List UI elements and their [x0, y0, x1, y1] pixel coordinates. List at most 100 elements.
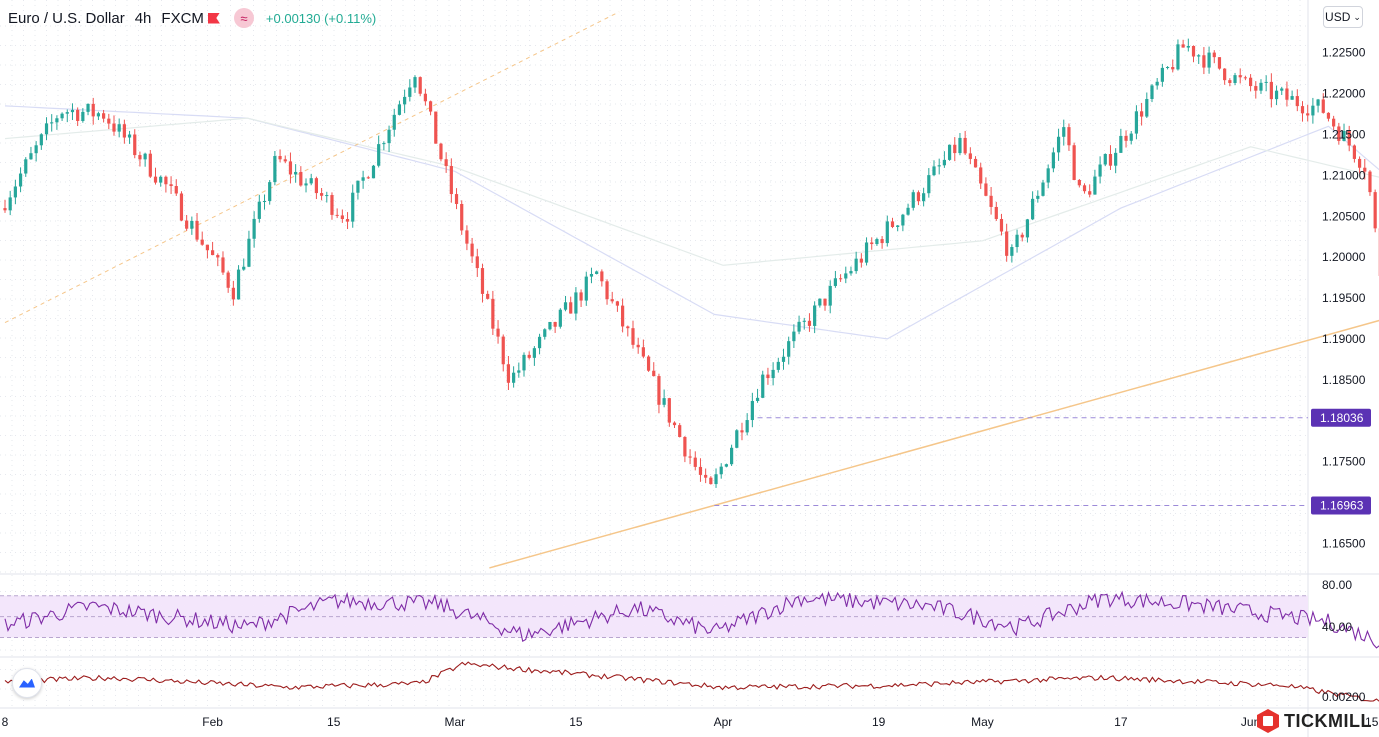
candle-body [1155, 81, 1159, 86]
candle-body [439, 143, 443, 160]
candle-body [563, 302, 568, 310]
candle-body [823, 298, 827, 306]
candle-body [1010, 247, 1014, 256]
candle-body [454, 194, 459, 204]
candle-body [999, 218, 1004, 232]
candle-body [387, 129, 391, 144]
candle-body [527, 354, 531, 358]
candle-body [678, 425, 682, 437]
candle-body [1171, 67, 1175, 70]
price-change: +0.00130 (+0.11%) [265, 10, 377, 26]
candle-body [885, 221, 889, 244]
y-tick-label: 1.19500 [1322, 291, 1366, 305]
candle-body [1197, 55, 1201, 57]
trendline[interactable] [489, 200, 1379, 569]
candle-body [428, 101, 433, 112]
candle-body [1285, 88, 1289, 100]
candle-body [1223, 68, 1227, 81]
candle-body [989, 195, 993, 207]
candle-body [200, 239, 204, 245]
candle-body [958, 137, 962, 154]
candle-body [491, 298, 495, 329]
candle-body [672, 422, 677, 426]
candle-body [252, 218, 256, 239]
candle-body [854, 258, 858, 272]
candle-body [1295, 96, 1299, 107]
candle-body [377, 144, 381, 166]
candle-body [994, 206, 998, 219]
red-flag-icon[interactable] [207, 12, 220, 24]
candle-body [813, 305, 817, 326]
currency-button[interactable]: USD ⌄ [1323, 6, 1363, 28]
y-tick-label: 1.16500 [1322, 536, 1366, 550]
candle-body [932, 166, 936, 176]
candle-body [1274, 90, 1279, 100]
candle-body [704, 474, 708, 478]
candle-body [325, 195, 329, 197]
candle-body [849, 271, 853, 274]
candle-body [221, 257, 225, 273]
wave-icon[interactable]: ≈ [233, 8, 254, 28]
candle-body [1108, 154, 1113, 166]
candle-body [257, 201, 261, 219]
candle-body [1300, 106, 1305, 114]
logo-text: TICKMILL [1284, 710, 1372, 731]
candle-body [761, 374, 765, 398]
candle-body [361, 177, 365, 181]
x-tick-label: Apr [714, 715, 733, 729]
x-tick-label: 19 [872, 715, 886, 729]
trendline-dashed[interactable] [4, 11, 620, 324]
candle-body [34, 145, 38, 154]
candle-body [449, 166, 453, 195]
candle-body [434, 111, 438, 144]
rsi-line [4, 590, 1379, 649]
candle-body [864, 242, 869, 263]
candle-body [631, 328, 635, 345]
candle-body [278, 156, 282, 160]
candle-body [1020, 234, 1024, 238]
candle-body [382, 143, 386, 145]
candle-body [164, 176, 168, 185]
y-tick-label: 1.22000 [1322, 87, 1366, 101]
rsi-tick-label: 40.00 [1322, 620, 1352, 634]
candle-body [579, 292, 583, 301]
candle-body [693, 457, 697, 467]
oscillator-line [4, 661, 1379, 702]
interval-label[interactable]: 4h [134, 9, 152, 27]
candle-body [1249, 77, 1253, 87]
candle-body [787, 341, 791, 357]
candle-body [1243, 77, 1248, 79]
candle-body [501, 336, 505, 365]
candle-body [413, 77, 417, 88]
price-label-box [1311, 496, 1371, 515]
candle-body [859, 258, 863, 263]
x-tick-label: Mar [444, 715, 465, 729]
candle-body [205, 244, 210, 251]
candle-body [127, 134, 132, 138]
candle-body [444, 159, 448, 167]
x-tick-label: 8 [2, 715, 9, 729]
candle-body [1150, 85, 1154, 99]
candle-body [65, 112, 69, 114]
chart-header: Euro / U.S. Dollar 4h FXCM ≈ +0.00130 (+… [8, 8, 376, 28]
candle-body [392, 114, 396, 130]
candle-body [1119, 135, 1123, 153]
tradingview-icon[interactable] [12, 668, 42, 698]
candle-body [314, 178, 318, 194]
candle-body [626, 326, 630, 329]
candle-body [1036, 195, 1040, 199]
candle-body [112, 123, 116, 132]
candle-body [211, 250, 215, 256]
candle-body [486, 293, 490, 299]
candle-body [771, 369, 775, 379]
candle-body [595, 271, 599, 274]
candle-body [3, 208, 7, 211]
price-label: 1.18036 [1320, 411, 1364, 425]
candle-body [70, 109, 75, 113]
candle-body [646, 356, 651, 371]
x-tick-label: Feb [202, 715, 223, 729]
candle-body [740, 430, 744, 433]
candle-body [766, 374, 770, 379]
candle-body [901, 214, 905, 226]
